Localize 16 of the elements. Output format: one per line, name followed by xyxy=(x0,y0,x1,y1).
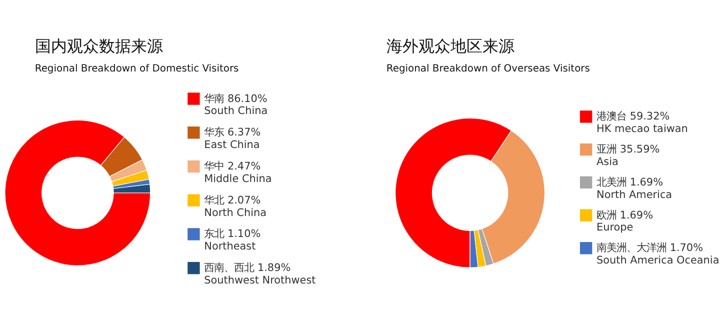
legend-label: 西南、西北 1.89% Southwest Nrothwest xyxy=(204,262,316,286)
legend-label: 港澳台 59.32% HK mecao taiwan xyxy=(596,110,688,136)
legend-label: 华南 86.10% South China xyxy=(204,92,268,118)
legend-label: 南美洲、大洋洲 1.70% South America Oceania xyxy=(596,242,720,267)
chart-subtitle: Regional Breakdown of Overseas Visitors xyxy=(386,63,590,74)
legend-label: 华中 2.47% Middle China xyxy=(204,160,272,185)
chart-title: 国内观众数据来源 xyxy=(34,36,163,56)
legend-label: 华东 6.37% East China xyxy=(204,126,261,152)
donut-slice xyxy=(4,120,151,266)
chart-subtitle: Regional Breakdown of Domestic Visitors xyxy=(34,63,239,74)
chart-title: 海外观众地区来源 xyxy=(386,36,514,56)
legend-label: 北美洲 1.69% North America xyxy=(596,176,672,201)
legend-label: 东北 1.10% Northeast xyxy=(204,228,261,253)
legend-label: 华北 2.07% North China xyxy=(204,194,266,219)
legend-label: 亚洲 35.59% Asia xyxy=(596,144,660,168)
legend-label: 欧洲 1.69% Europe xyxy=(596,209,654,234)
